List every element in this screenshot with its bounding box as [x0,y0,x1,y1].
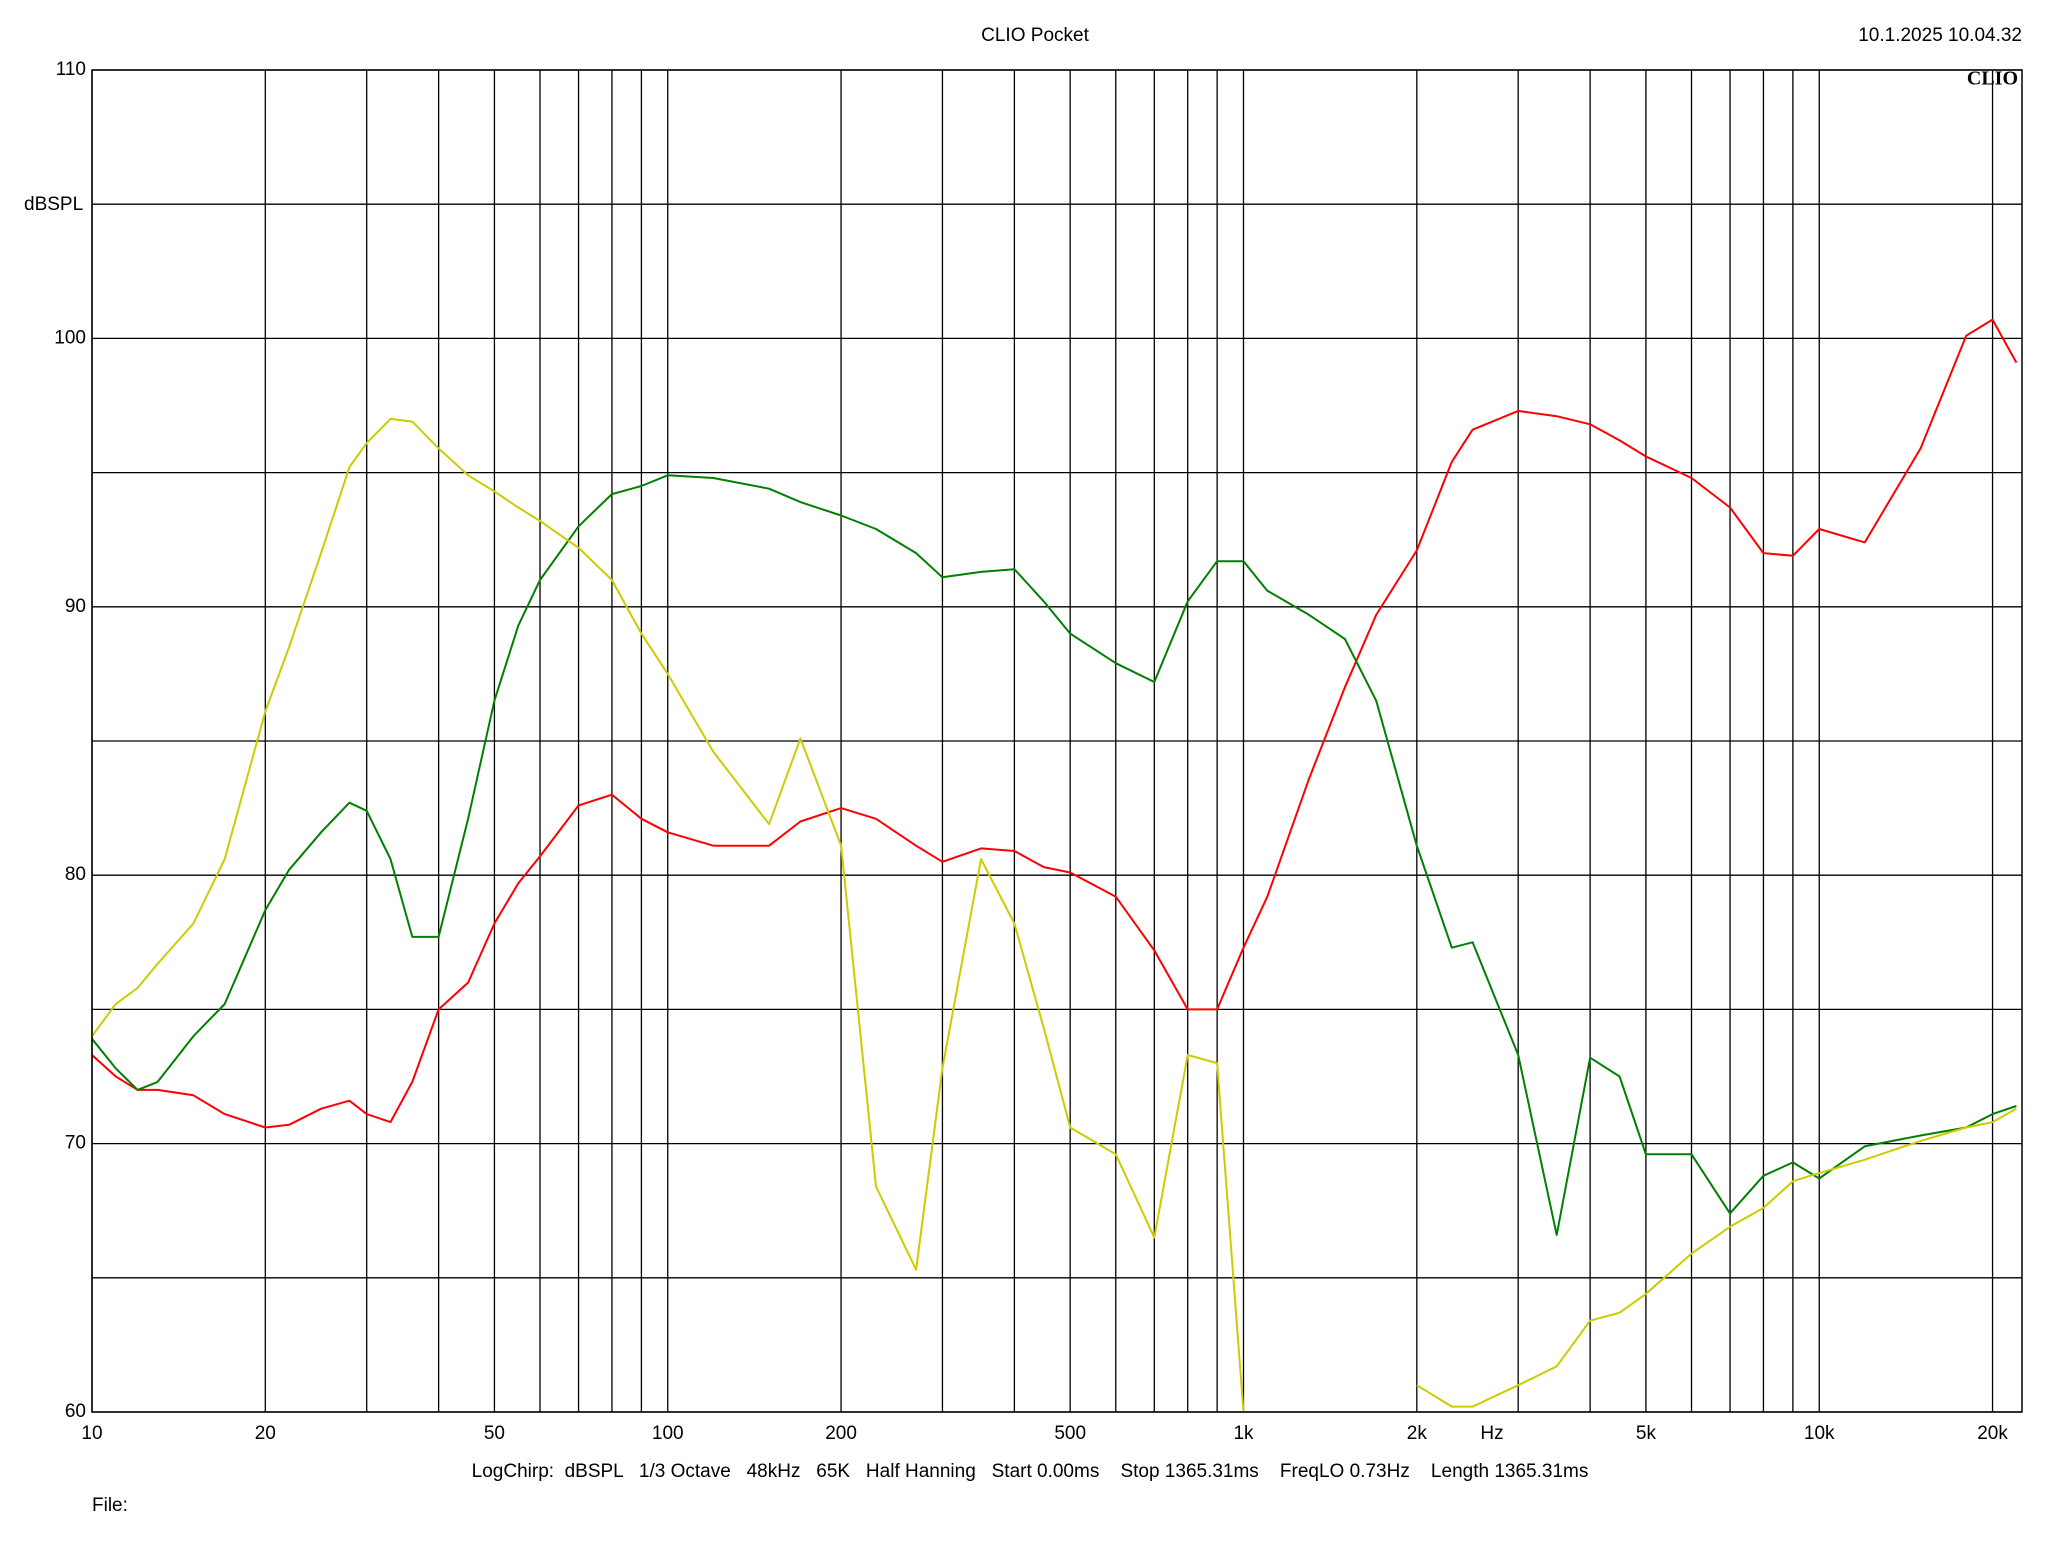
file-label: File: [92,1495,128,1516]
x-tick-label: 5k [1636,1423,1657,1444]
curves [92,318,2018,1412]
y-tick-label: 60 [65,1401,86,1422]
y-tick-label: 110 [56,59,86,80]
x-tick-label: 10 [81,1423,102,1444]
chart-title: CLIO Pocket [981,25,1089,46]
x-tick-label: 500 [1054,1423,1086,1444]
x-tick-label: 2k [1407,1423,1428,1444]
plot-frame [91,69,2023,1413]
y-tick-label: 80 [65,864,86,885]
response-curve [92,318,2018,1129]
x-tick-label: 20 [255,1423,276,1444]
x-tick-label: 20k [1977,1423,2008,1444]
x-tick-label: 100 [652,1423,684,1444]
logo: CLIO [1967,68,2018,90]
x-tick-label: 10k [1804,1423,1835,1444]
timestamp: 10.1.2025 10.04.32 [1858,25,2022,46]
y-tick-label: 90 [65,596,86,617]
x-tick-label: 50 [484,1423,505,1444]
x-tick-label: 1k [1233,1423,1254,1444]
y-axis-label: dBSPL [24,194,83,215]
response-curve [92,474,2017,1236]
footer: LogChirp: dBSPL 1/3 Octave 48kHz 65K Hal… [472,1461,1589,1482]
x-axis-label: Hz [1480,1423,1503,1444]
x-tick-label: 200 [825,1423,857,1444]
response-curve [92,417,2017,1412]
y-tick-label: 100 [54,327,86,348]
y-tick-label: 70 [65,1133,86,1154]
